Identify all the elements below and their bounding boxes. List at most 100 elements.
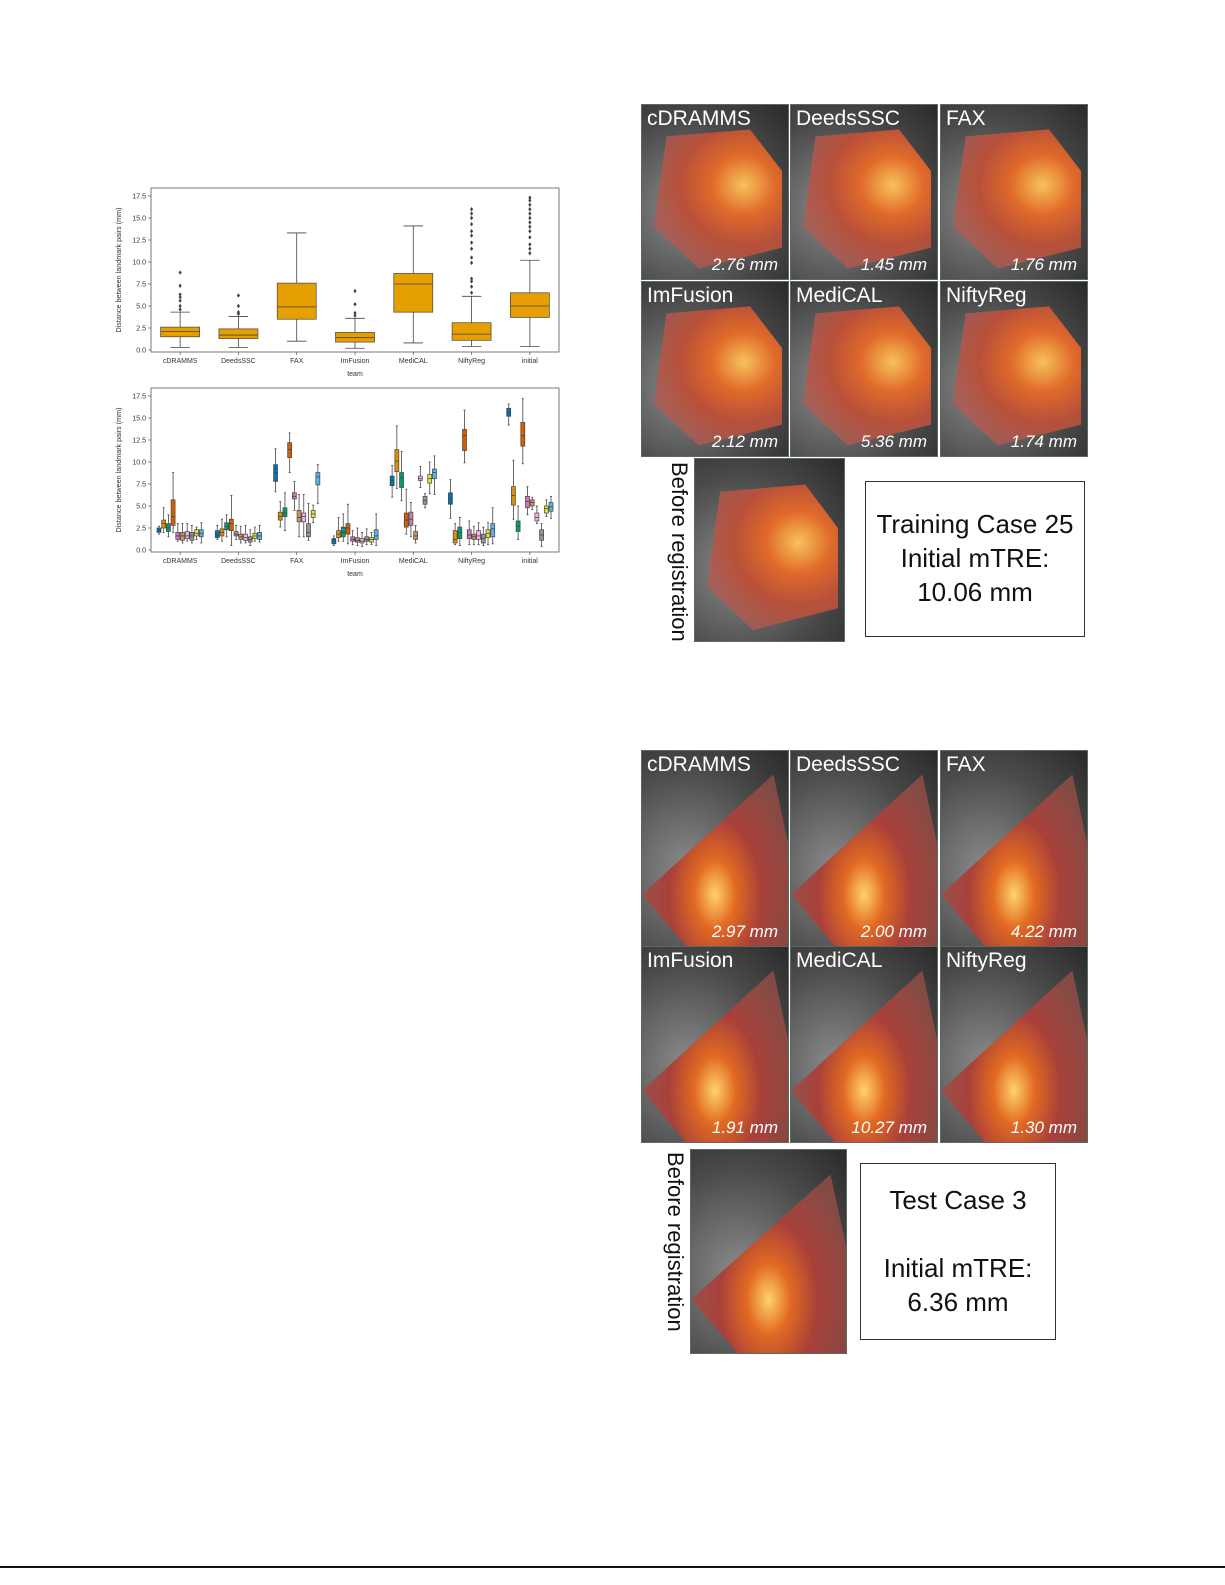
- registration-result-image: FAX 1.76 mm: [940, 104, 1088, 280]
- x-tick-label: MediCAL: [399, 358, 428, 365]
- outlier-point: [178, 292, 182, 297]
- outlier-point: [469, 229, 474, 234]
- box: [399, 472, 404, 488]
- ultrasound-overlay: [706, 484, 839, 631]
- outlier-point: [236, 293, 241, 298]
- y-tick-label: 0.0: [136, 348, 146, 355]
- box: [422, 495, 428, 505]
- y-tick-label: 2.5: [136, 526, 146, 533]
- box: [229, 518, 234, 531]
- y-tick-label: 5.0: [136, 504, 146, 511]
- outlier-point: [528, 202, 532, 207]
- x-tick-label: FAX: [290, 558, 304, 565]
- box: [510, 292, 550, 318]
- registration-result-image: ImFusion 2.12 mm: [641, 281, 789, 457]
- box: [525, 495, 530, 509]
- case-info-line: 10.06 mm: [917, 577, 1033, 607]
- box: [345, 523, 351, 535]
- case-info-line: Initial mTRE:: [900, 543, 1050, 573]
- box: [373, 529, 379, 540]
- outlier-point: [353, 288, 357, 294]
- box: [170, 499, 176, 526]
- outlier-point: [469, 279, 474, 284]
- mtre-value: 1.91 mm: [711, 1118, 778, 1137]
- method-label: MediCAL: [796, 284, 883, 307]
- box: [194, 529, 199, 537]
- outlier-point: [469, 233, 474, 238]
- y-tick-label: 12.5: [132, 438, 146, 445]
- case-info-line: 6.36 mm: [907, 1286, 1009, 1317]
- method-label: NiftyReg: [946, 284, 1027, 307]
- box: [452, 530, 458, 544]
- mtre-value: 10.27 mm: [851, 1118, 927, 1137]
- method-label: FAX: [946, 107, 986, 130]
- outlier-point: [469, 260, 474, 266]
- outlier-point: [469, 255, 474, 260]
- y-axis-label: Distance between landmark pairs (mm): [114, 207, 123, 332]
- y-tick-label: 2.5: [136, 326, 146, 333]
- box: [331, 538, 337, 545]
- box: [301, 512, 307, 523]
- case-info-box: Test Case 3 Initial mTRE: 6.36 mm: [860, 1163, 1056, 1340]
- mtre-value: 1.74 mm: [1010, 432, 1077, 451]
- box: [296, 510, 302, 523]
- registration-result-image: cDRAMMS 2.76 mm: [641, 104, 789, 280]
- x-tick-label: DeedsSSC: [221, 358, 256, 365]
- x-tick-label: NiftyReg: [458, 358, 485, 365]
- y-tick-label: 10.0: [132, 460, 146, 467]
- box: [393, 273, 434, 313]
- y-tick-label: 15.0: [132, 216, 146, 223]
- outlier-point: [528, 211, 532, 216]
- ultrasound-overlay: [802, 129, 932, 269]
- box: [335, 332, 375, 343]
- ultrasound-overlay: [802, 306, 932, 446]
- mtre-value: 1.30 mm: [1010, 1118, 1077, 1137]
- box: [451, 322, 492, 341]
- outlier-point: [353, 310, 357, 316]
- box: [417, 475, 423, 481]
- mtre-value: 4.22 mm: [1010, 922, 1077, 941]
- x-tick-label: FAX: [290, 358, 304, 365]
- box: [534, 512, 540, 522]
- box: [408, 511, 414, 526]
- box: [315, 472, 321, 486]
- registration-result-image: FAX 4.22 mm: [940, 750, 1088, 947]
- outlier-point: [236, 303, 241, 309]
- outlier-point: [178, 295, 182, 300]
- x-axis-label: team: [347, 571, 363, 578]
- registration-result-image: DeedsSSC 2.00 mm: [790, 750, 938, 947]
- box: [166, 523, 171, 532]
- box: [276, 282, 317, 320]
- box: [218, 328, 259, 339]
- method-label: cDRAMMS: [647, 753, 751, 776]
- box: [511, 486, 516, 506]
- outlier-point: [528, 224, 532, 229]
- case-info-line: Training Case 25: [876, 509, 1074, 539]
- box: [189, 532, 195, 541]
- outlier-point: [353, 302, 357, 307]
- box: [180, 532, 185, 541]
- mtre-value: 1.76 mm: [1010, 255, 1077, 274]
- box: [350, 536, 355, 542]
- box: [243, 533, 248, 541]
- ultrasound-overlay: [653, 306, 783, 446]
- outlier-point: [469, 276, 474, 281]
- mtre-value: 2.00 mm: [860, 922, 927, 941]
- outlier-point: [528, 246, 532, 251]
- outlier-point: [469, 240, 474, 245]
- outlier-point: [469, 246, 474, 251]
- box: [520, 422, 526, 447]
- y-tick-label: 17.5: [132, 194, 146, 201]
- box: [389, 475, 395, 487]
- box: [529, 499, 535, 507]
- outlier-point: [178, 283, 182, 288]
- y-tick-label: 0.0: [136, 548, 146, 555]
- case-info-box: Training Case 25 Initial mTRE: 10.06 mm: [865, 481, 1085, 637]
- plot-area: [150, 387, 560, 553]
- mtre-value: 5.36 mm: [860, 432, 927, 451]
- y-tick-label: 17.5: [132, 394, 146, 401]
- box: [466, 529, 472, 539]
- x-tick-label: NiftyReg: [458, 558, 485, 565]
- box: [485, 529, 491, 539]
